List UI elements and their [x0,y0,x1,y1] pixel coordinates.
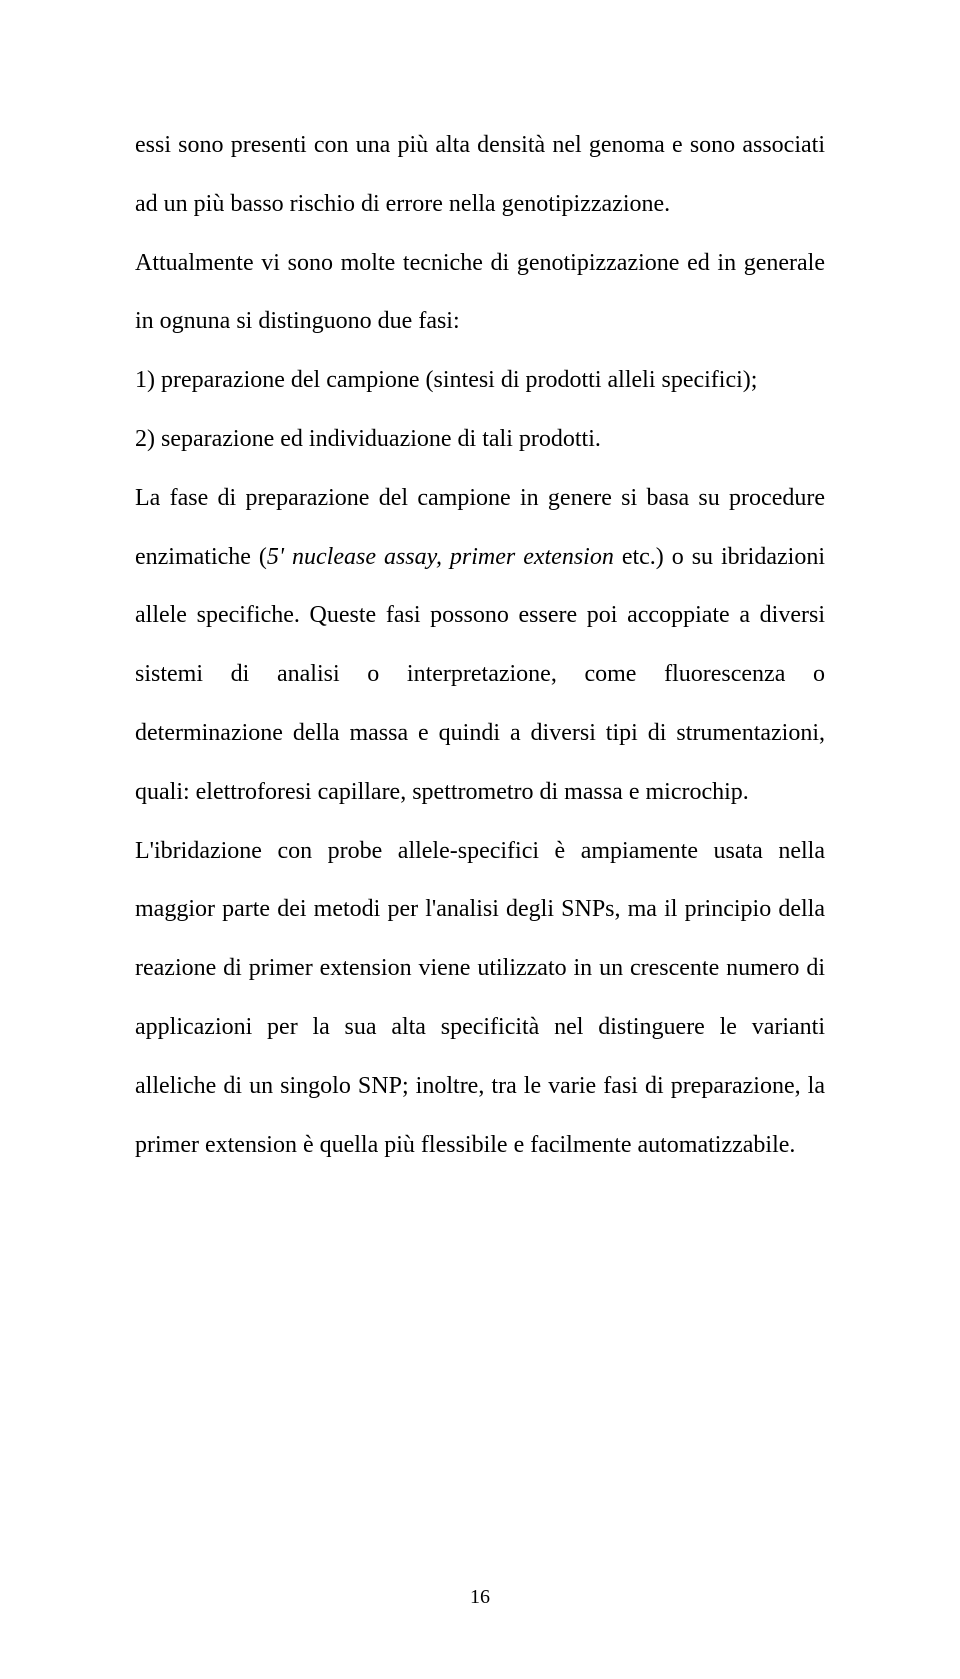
text-run: etc.) o su ibridazioni allele specifiche… [135,544,825,805]
text-run: L'ibridazione con probe allele-specifici… [135,838,825,1158]
text-run: 1) preparazione del campione (sintesi di… [135,367,757,393]
body-text: essi sono presenti con una più alta dens… [135,116,825,1174]
page-number: 16 [0,1586,960,1609]
text-run: 2) separazione ed individuazione di tali… [135,426,601,452]
paragraph: Attualmente vi sono molte tecniche di ge… [135,234,825,352]
paragraph: essi sono presenti con una più alta dens… [135,116,825,234]
text-run: Attualmente vi sono molte tecniche di ge… [135,250,825,335]
paragraph: La fase di preparazione del campione in … [135,469,825,822]
document-page: essi sono presenti con una più alta dens… [0,0,960,1679]
paragraph: L'ibridazione con probe allele-specifici… [135,822,825,1175]
paragraph: 1) preparazione del campione (sintesi di… [135,351,825,410]
text-run: essi sono presenti con una più alta dens… [135,132,825,217]
italic-text-run: 5' nuclease assay, primer extension [267,544,622,570]
paragraph: 2) separazione ed individuazione di tali… [135,410,825,469]
